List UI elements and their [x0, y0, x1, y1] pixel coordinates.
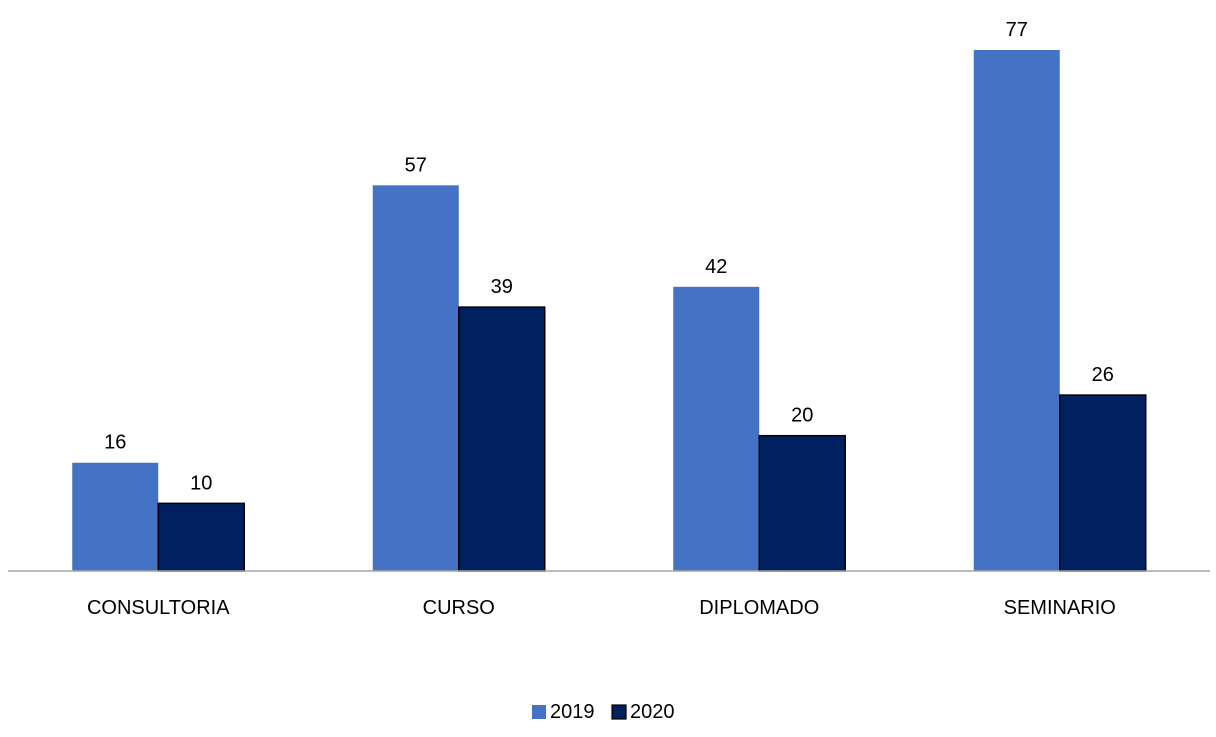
bar-2019-consultoria: [72, 462, 159, 571]
legend-item-2020: 2020: [611, 701, 675, 723]
data-label-2019-curso: 57: [405, 154, 427, 176]
data-label-2020-seminario: 26: [1092, 364, 1114, 386]
category-label-curso: CURSO: [423, 597, 495, 619]
bar-2020-diplomado: [758, 434, 846, 572]
bar-2020-consultoria: [157, 502, 245, 572]
legend-item-2019: 2019: [532, 701, 595, 723]
data-label-2019-diplomado: 42: [705, 256, 727, 278]
legend-swatch-2019: [532, 705, 546, 719]
data-labels-layer: 16 10 57 39 42 20 77 26: [104, 19, 1114, 494]
bar-2019-diplomado: [673, 286, 760, 571]
bar-2020-curso: [458, 306, 546, 572]
data-label-2020-diplomado: 20: [791, 405, 813, 427]
category-label-consultoria: CONSULTORIA: [87, 597, 230, 619]
data-label-2019-seminario: 77: [1006, 19, 1028, 41]
legend-swatch-2020: [611, 704, 627, 720]
bar-2019-curso: [372, 185, 459, 571]
bar-2019-seminario: [973, 50, 1060, 571]
legend-label-2020: 2020: [630, 701, 675, 723]
category-label-seminario: SEMINARIO: [1004, 597, 1116, 619]
legend: 2019 2020: [532, 701, 675, 723]
category-labels-layer: CONSULTORIA CURSO DIPLOMADO SEMINARIO: [87, 597, 1116, 619]
bar-2020-seminario: [1059, 394, 1147, 572]
data-label-2019-consultoria: 16: [104, 432, 126, 454]
category-label-diplomado: DIPLOMADO: [699, 597, 819, 619]
bars-layer: [72, 50, 1147, 572]
legend-label-2019: 2019: [550, 701, 595, 723]
data-label-2020-curso: 39: [491, 276, 513, 298]
data-label-2020-consultoria: 10: [190, 472, 212, 494]
